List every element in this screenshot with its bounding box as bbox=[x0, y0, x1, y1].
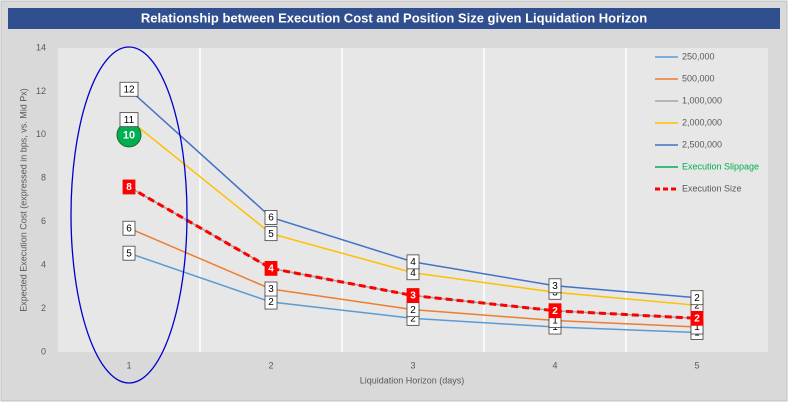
value-label: 5 bbox=[268, 229, 274, 240]
legend-label: Execution Size bbox=[682, 183, 742, 193]
x-tick-label: 3 bbox=[410, 360, 415, 370]
y-tick-label: 6 bbox=[41, 216, 46, 226]
x-tick-label: 4 bbox=[552, 360, 557, 370]
x-tick-label: 1 bbox=[126, 360, 131, 370]
value-label-box bbox=[119, 81, 139, 97]
value-label: 2 bbox=[694, 313, 700, 324]
y-tick-label: 4 bbox=[41, 260, 46, 270]
value-label: 1 bbox=[552, 316, 558, 327]
value-label: 3 bbox=[552, 281, 558, 292]
y-tick-label: 14 bbox=[36, 42, 46, 52]
value-label: 12 bbox=[123, 84, 135, 95]
value-label: 1 bbox=[694, 322, 700, 333]
y-axis-label: Expected Execution Cost (expressed in bp… bbox=[18, 88, 28, 312]
y-tick-label: 12 bbox=[36, 86, 46, 96]
legend-label: 2,000,000 bbox=[682, 117, 722, 127]
value-label-box bbox=[264, 209, 278, 225]
value-label: 6 bbox=[268, 213, 274, 224]
value-label: 3 bbox=[268, 284, 274, 295]
legend-label: Execution Slippage bbox=[682, 161, 759, 171]
value-label: 2 bbox=[694, 293, 700, 304]
value-label: 5 bbox=[126, 248, 132, 259]
x-axis-label: Liquidation Horizon (days) bbox=[360, 375, 465, 385]
value-label-box bbox=[406, 254, 420, 270]
value-label: 2 bbox=[552, 306, 558, 317]
value-label-box bbox=[122, 179, 136, 195]
y-tick-label: 8 bbox=[41, 173, 46, 183]
title-bar bbox=[8, 8, 780, 29]
legend-label: 500,000 bbox=[682, 73, 715, 83]
x-tick-label: 5 bbox=[694, 360, 699, 370]
value-label-box bbox=[264, 226, 278, 242]
legend-label: 1,000,000 bbox=[682, 95, 722, 105]
labels: 52211632111154321264321084322 bbox=[119, 81, 704, 340]
x-tick-label: 2 bbox=[268, 360, 273, 370]
value-label: 8 bbox=[126, 182, 132, 193]
value-label: 3 bbox=[410, 291, 416, 302]
value-label: 6 bbox=[126, 223, 132, 234]
value-label-box bbox=[122, 245, 136, 261]
value-label: 2 bbox=[268, 297, 274, 308]
y-tick-label: 0 bbox=[41, 346, 46, 356]
value-label-box bbox=[548, 278, 562, 294]
value-label: 10 bbox=[123, 129, 135, 141]
value-label: 11 bbox=[124, 115, 135, 126]
value-label: 2 bbox=[694, 300, 700, 311]
value-label-box bbox=[548, 303, 562, 319]
value-label-box bbox=[406, 288, 420, 303]
value-label-box bbox=[119, 112, 139, 128]
y-tick-label: 10 bbox=[36, 129, 46, 139]
value-label-box bbox=[264, 260, 278, 276]
value-label-box bbox=[690, 310, 704, 326]
legend-label: 2,500,000 bbox=[682, 139, 722, 149]
value-label: 2 bbox=[410, 313, 416, 324]
legend-label: 250,000 bbox=[682, 51, 715, 61]
value-label: 4 bbox=[410, 268, 416, 279]
value-label: 2 bbox=[410, 305, 416, 316]
value-label-box bbox=[122, 220, 136, 236]
value-label-box bbox=[690, 290, 704, 306]
chart-title: Relationship between Execution Cost and … bbox=[141, 10, 647, 25]
value-label-box bbox=[264, 281, 278, 297]
legend: 250,000 500,000 1,000,000 2,000,000 2,500,00… bbox=[655, 51, 759, 193]
value-label: 4 bbox=[268, 264, 274, 275]
highlight-ellipse bbox=[70, 46, 188, 384]
y-tick-label: 2 bbox=[41, 303, 46, 313]
value-label: 4 bbox=[410, 257, 416, 268]
